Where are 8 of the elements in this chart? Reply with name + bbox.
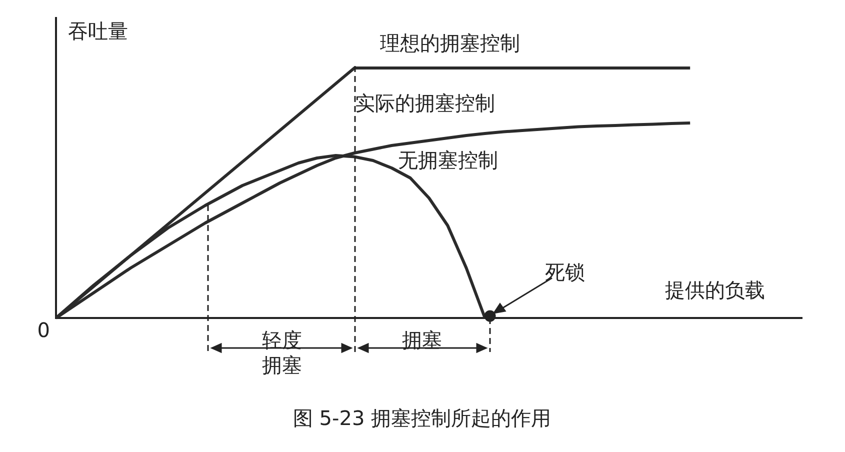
y-axis-title: 吞吐量 <box>68 19 128 44</box>
x-axis-title: 提供的负载 <box>665 278 765 302</box>
annotation: 死锁 <box>545 260 586 285</box>
series-label: 无拥塞控制 <box>398 148 498 172</box>
text: 0 <box>36 318 50 343</box>
caption: 图 5-23 拥塞控制所起的作用 <box>292 406 552 431</box>
series-label: 实际的拥塞控制 <box>355 91 495 116</box>
series-label: 理想的拥塞控制 <box>380 31 520 56</box>
